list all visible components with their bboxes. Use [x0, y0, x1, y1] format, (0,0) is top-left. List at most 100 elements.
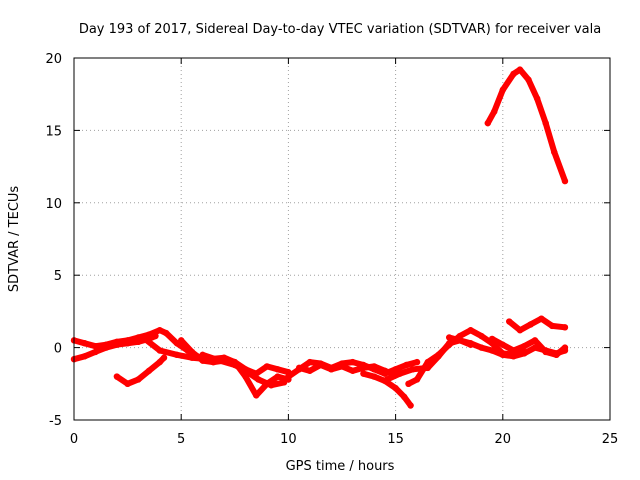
data-point-trace-15-8: [551, 148, 558, 156]
data-point-trace-7-11: [403, 361, 410, 369]
data-point-trace-5-8: [263, 363, 271, 370]
data-point-trace-12-4: [488, 347, 496, 354]
data-point-trace-6-2: [231, 361, 238, 369]
data-point-trace-3-3: [145, 367, 153, 374]
data-point-trace-8-6: [360, 364, 367, 372]
data-point-trace-12-1: [456, 337, 464, 344]
chart-title: Day 193 of 2017, Sidereal Day-to-day VTE…: [79, 22, 601, 37]
data-point-trace-9-3: [392, 384, 399, 392]
data-point-trace-13-0: [488, 335, 496, 343]
data-point-trace-5-0: [178, 337, 185, 344]
y-tick-label-20: 20: [45, 52, 62, 67]
data-point-trace-8-1: [306, 367, 314, 374]
y-tick-label-10: 10: [45, 197, 62, 212]
data-point-trace-2-2: [92, 348, 99, 356]
y-tick-label--5: -5: [49, 414, 62, 429]
data-point-trace-3-0: [113, 373, 121, 380]
grid-layer: [74, 58, 610, 420]
data-point-trace-15-4: [516, 66, 524, 73]
data-point-trace-7-2: [306, 358, 314, 366]
data-point-trace-14-1: [516, 327, 524, 334]
data-point-trace-14-2: [527, 321, 534, 328]
data-point-trace-15-0: [484, 119, 491, 127]
data-point-trace-13-5: [542, 348, 549, 356]
data-point-trace-13-3: [521, 342, 528, 350]
data-point-trace-14-0: [506, 318, 513, 325]
data-point-trace-7-12: [413, 358, 421, 366]
data-point-trace-8-3: [328, 366, 335, 373]
data-point-trace-4-8: [253, 392, 260, 399]
y-tick-label-0: 0: [54, 342, 62, 357]
data-point-trace-13-4: [531, 337, 539, 344]
data-point-trace-6-0: [199, 351, 206, 359]
data-point-trace-13-7: [561, 344, 569, 351]
data-point-trace-9-5: [407, 402, 414, 409]
data-point-trace-8-4: [338, 363, 346, 370]
x-tick-label-5: 5: [177, 432, 185, 447]
data-point-trace-15-1: [491, 108, 498, 115]
data-point-trace-5-9: [274, 366, 281, 373]
data-point-trace-11-2: [424, 358, 431, 366]
data-point-trace-6-4: [255, 376, 262, 383]
data-point-trace-12-0: [446, 334, 453, 341]
data-point-trace-3-4: [156, 358, 163, 366]
data-point-trace-15-5: [525, 76, 532, 83]
data-point-trace-12-7: [521, 350, 528, 357]
data-point-trace-15-6: [533, 95, 541, 102]
data-point-trace-2-8: [152, 332, 159, 340]
x-tick-label-0: 0: [70, 432, 78, 447]
data-point-trace-15-2: [499, 86, 506, 94]
data-point-trace-10-2: [409, 366, 416, 373]
data-point-trace-11-1: [413, 376, 421, 383]
series-layer: [70, 66, 569, 409]
data-point-trace-1-1: [81, 340, 88, 347]
data-point-trace-1-2: [92, 342, 99, 350]
data-point-trace-11-6: [467, 327, 474, 334]
data-point-trace-13-6: [553, 351, 560, 359]
series-line-trace-15: [484, 66, 568, 185]
data-point-trace-13-2: [510, 347, 517, 354]
data-point-trace-10-1: [396, 370, 404, 377]
data-point-trace-3-2: [135, 376, 142, 383]
data-point-trace-3-5: [160, 354, 168, 361]
data-point-trace-2-1: [81, 353, 88, 360]
data-point-trace-9-0: [360, 370, 367, 377]
y-axis-label: SDTVAR / TECUs: [7, 186, 22, 293]
data-point-trace-12-6: [510, 353, 517, 360]
x-tick-label-20: 20: [495, 432, 512, 447]
data-point-trace-14-3: [538, 315, 545, 322]
data-point-trace-6-3: [242, 367, 249, 374]
data-point-trace-4-0: [141, 335, 148, 343]
data-point-trace-8-7: [370, 363, 378, 370]
series-line-trace-5: [178, 337, 292, 377]
data-point-trace-6-6: [280, 379, 288, 386]
plot-frame: [73, 57, 611, 421]
data-point-trace-8-5: [349, 367, 356, 374]
data-point-trace-15-3: [510, 70, 517, 78]
y-tick-label-15: 15: [45, 124, 62, 139]
data-point-trace-6-1: [216, 357, 223, 364]
data-point-trace-12-5: [499, 351, 506, 359]
data-point-trace-3-1: [124, 380, 131, 387]
data-point-trace-1-9: [162, 329, 170, 337]
data-point-trace-14-5: [561, 324, 569, 331]
data-point-trace-11-7: [478, 332, 485, 340]
data-point-trace-4-10: [274, 373, 281, 380]
data-point-trace-7-10: [392, 366, 399, 373]
data-point-trace-12-3: [478, 344, 485, 351]
data-point-trace-14-4: [548, 322, 556, 330]
data-point-trace-2-6: [135, 338, 142, 346]
y-tick-label-5: 5: [54, 269, 62, 284]
x-tick-label-10: 10: [280, 432, 297, 447]
data-point-trace-4-2: [173, 351, 181, 359]
data-point-trace-11-3: [435, 351, 442, 359]
data-point-trace-5-1: [188, 348, 196, 356]
data-point-trace-5-2: [199, 357, 206, 364]
x-tick-label-25: 25: [602, 432, 619, 447]
series-line-trace-8: [296, 362, 399, 379]
x-axis-label: GPS time / hours: [286, 459, 395, 474]
data-point-trace-6-5: [268, 382, 275, 389]
data-point-trace-10-0: [383, 376, 391, 383]
data-point-trace-8-2: [317, 361, 324, 369]
